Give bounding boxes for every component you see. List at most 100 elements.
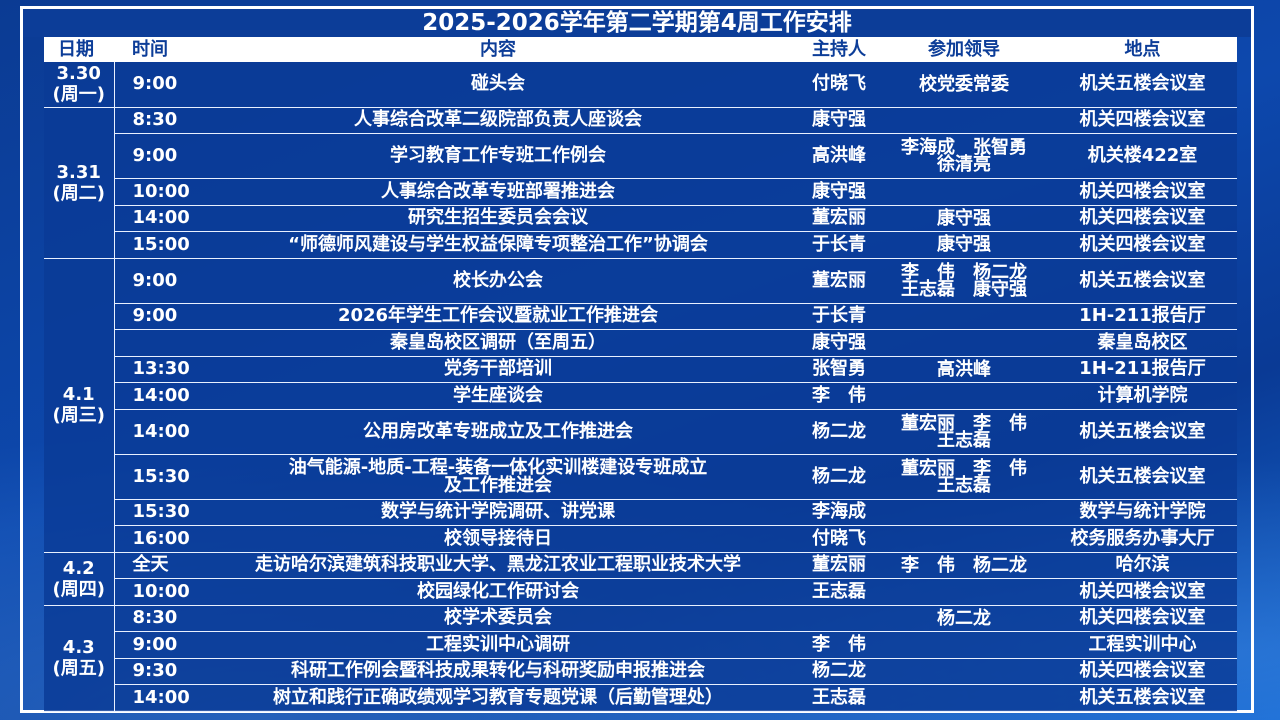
table-row: 秦皇岛校区调研（至周五） 康守强 秦皇岛校区 — [44, 329, 1237, 357]
host-cell — [798, 605, 880, 632]
time-cell: 15:00 — [114, 231, 198, 259]
leaders-cell — [880, 499, 1048, 526]
table-row: 3.31 (周二) 8:30 人事综合改革二级院部负责人座谈会 康守强 机关四楼会议室 — [44, 107, 1237, 259]
table-row: 4.2 (周四) 全天 走访哈尔滨建筑科技职业大学、黑龙江农业工程职业技术大学 董宏丽李… — [44, 552, 1237, 606]
time-cell: 9:00 — [114, 303, 198, 330]
weekday-value: (周三) — [52, 405, 105, 426]
host-cell: 杨二龙 — [798, 658, 880, 685]
host-cell: 杨二龙 — [798, 454, 880, 500]
time-cell: 14:00 — [114, 382, 198, 410]
leaders-cell: 李 伟 杨二龙 — [880, 552, 1048, 579]
content-cell: 学生座谈会 — [198, 382, 798, 410]
time-cell: 14:00 — [114, 409, 198, 455]
location-cell: 机关四楼会议室 — [1048, 107, 1237, 134]
date-cell: 4.3 (周五) — [44, 605, 115, 712]
leaders-cell: 董宏丽 李 伟 王志磊 — [880, 409, 1048, 455]
location-cell: 机关五楼会议室 — [1048, 258, 1237, 304]
content-cell: 公用房改革专班成立及工作推进会 — [198, 409, 798, 455]
table-row: 15:30 数学与统计学院调研、讲党课 李海成 数学与统计学院 — [44, 499, 1237, 526]
table-row: 4.3 (周五) 8:30 校学术委员会 杨二龙 机关四楼会议室 — [44, 605, 1237, 712]
host-cell: 董宏丽 — [798, 258, 880, 304]
header-date: 日期 — [44, 37, 114, 62]
location-cell: 校务服务办事大厅 — [1048, 525, 1237, 553]
schedule-frame — [20, 6, 1254, 713]
host-cell: 于长青 — [798, 231, 880, 259]
content-cell: 油气能源-地质-工程-装备一体化实训楼建设专班成立 及工作推进会 — [198, 454, 798, 500]
content-cell: 学习教育工作专班工作例会 — [198, 133, 798, 179]
date-value: 4.3 — [62, 637, 95, 658]
date-cell: 3.31 (周二) — [44, 107, 115, 259]
host-cell: 李 伟 — [798, 382, 880, 410]
leaders-cell: 杨二龙 — [880, 605, 1048, 632]
header-row: 日期 时间 内容 主持人 参加领导 地点 — [44, 37, 1237, 62]
table-row: 10:00 人事综合改革专班部署推进会 康守强 机关四楼会议室 — [44, 178, 1237, 206]
date-value: 4.1 — [62, 384, 95, 405]
content-cell: 数学与统计学院调研、讲党课 — [198, 499, 798, 526]
leaders-cell: 校党委常委 — [880, 62, 1048, 108]
time-cell: 16:00 — [114, 525, 198, 553]
location-cell: 机关四楼会议室 — [1048, 205, 1237, 232]
time-cell — [114, 329, 198, 357]
table-row: 15:00 “师德师风建设与学生权益保障专项整治工作”协调会 于长青 康守强 机关四楼会… — [44, 231, 1237, 259]
time-cell: 15:30 — [114, 454, 198, 500]
host-cell: 康守强 — [798, 107, 880, 134]
time-cell: 14:00 — [114, 205, 198, 232]
content-cell: 党务干部培训 — [198, 356, 798, 383]
weekday-value: (周一) — [52, 84, 105, 106]
table-row: 16:00 校领导接待日 付晓飞 校务服务办事大厅 — [44, 525, 1237, 553]
host-cell: 张智勇 — [798, 356, 880, 383]
weekday-value: (周四) — [52, 578, 105, 600]
host-cell: 杨二龙 — [798, 409, 880, 455]
leaders-cell — [880, 382, 1048, 410]
leaders-cell — [880, 684, 1048, 712]
header-time: 时间 — [114, 37, 198, 62]
location-cell: 机关四楼会议室 — [1048, 231, 1237, 259]
time-cell: 10:00 — [114, 178, 198, 206]
leaders-cell — [880, 303, 1048, 330]
leaders-cell — [880, 525, 1048, 553]
location-cell: 机关四楼会议室 — [1048, 658, 1237, 685]
content-cell: 校领导接待日 — [198, 525, 798, 553]
location-cell: 机关五楼会议室 — [1048, 409, 1237, 455]
date-cell: 4.2 (周四) — [44, 552, 115, 606]
content-cell: 碰头会 — [198, 62, 798, 108]
location-cell: 机关四楼会议室 — [1048, 178, 1237, 206]
content-cell: 研究生招生委员会会议 — [198, 205, 798, 232]
header-content: 内容 — [198, 37, 798, 62]
location-cell: 数学与统计学院 — [1048, 499, 1237, 526]
location-cell: 工程实训中心 — [1048, 631, 1237, 659]
location-cell: 1H-211报告厅 — [1048, 303, 1237, 330]
leaders-cell — [880, 578, 1048, 606]
table-row: 13:30 党务干部培训 张智勇 高洪峰 1H-211报告厅 — [44, 356, 1237, 383]
time-cell: 全天 — [114, 552, 198, 579]
content-cell: 科研工作例会暨科技成果转化与科研奖励申报推进会 — [198, 658, 798, 685]
date-cell: 4.1 (周三) — [44, 258, 115, 553]
time-cell: 9:00 — [114, 133, 198, 179]
location-cell: 机关五楼会议室 — [1048, 684, 1237, 712]
time-cell: 8:30 — [114, 107, 198, 134]
time-cell: 15:30 — [114, 499, 198, 526]
date-value: 3.30 — [56, 63, 101, 85]
date-value: 4.2 — [62, 557, 95, 579]
table-row: 9:00 2026年学生工作会议暨就业工作推进会 于长青 1H-211报告厅 — [44, 303, 1237, 330]
time-cell: 10:00 — [114, 578, 198, 606]
host-cell: 董宏丽 — [798, 205, 880, 232]
leaders-cell — [880, 631, 1048, 659]
location-cell: 计算机学院 — [1048, 382, 1237, 410]
leaders-cell: 康守强 — [880, 205, 1048, 232]
host-cell: 高洪峰 — [798, 133, 880, 179]
header-location: 地点 — [1048, 37, 1237, 62]
table-row: 9:00 工程实训中心调研李 伟 工程实训中心 — [44, 631, 1237, 659]
table-row: 14:00 树立和践行正确政绩观学习教育专题党课（后勤管理处） 王志磊 机关五楼会议室 — [44, 684, 1237, 712]
time-cell: 9:00 — [114, 62, 198, 108]
weekday-value: (周五) — [52, 658, 105, 679]
location-cell: 机关五楼会议室 — [1048, 454, 1237, 500]
date-value: 3.31 — [56, 161, 101, 183]
host-cell: 王志磊 — [798, 578, 880, 606]
leaders-cell: 李 伟 杨二龙 王志磊 康守强 — [880, 258, 1048, 304]
date-cell: 3.30 (周一) — [44, 62, 115, 108]
location-cell: 哈尔滨 — [1048, 552, 1237, 579]
time-cell: 14:00 — [114, 684, 198, 712]
content-cell: 人事综合改革专班部署推进会 — [198, 178, 798, 206]
host-cell: 康守强 — [798, 178, 880, 206]
